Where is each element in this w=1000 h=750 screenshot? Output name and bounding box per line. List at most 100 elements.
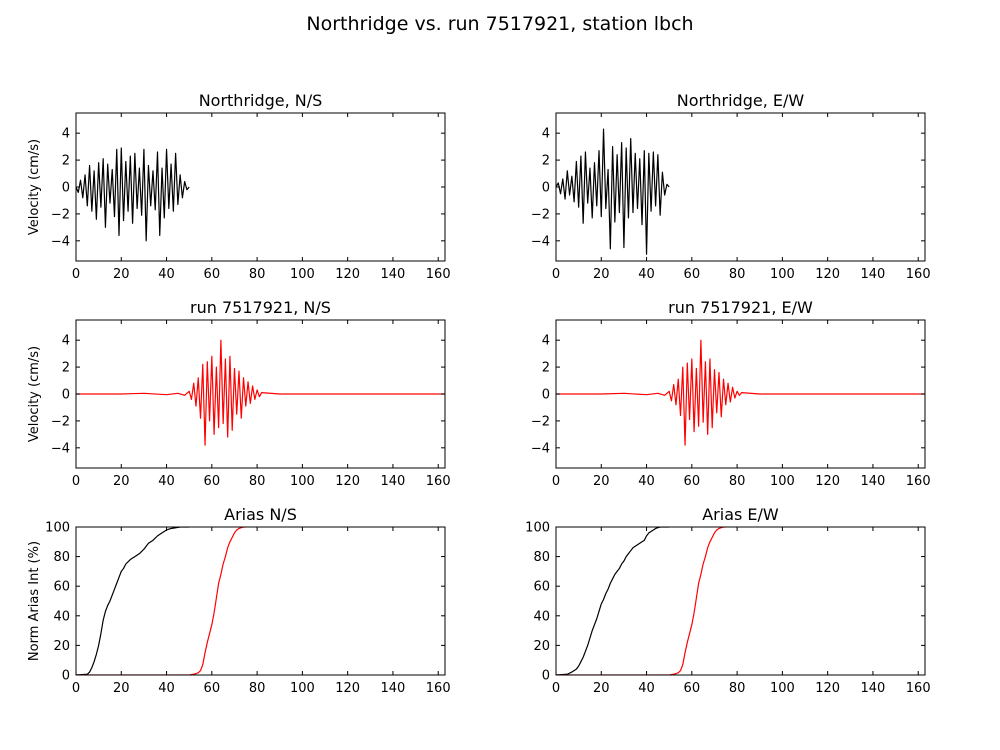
y-tick-label: −4 — [51, 441, 70, 456]
x-tick-label: 80 — [249, 474, 266, 489]
x-tick-label: 140 — [381, 474, 406, 489]
x-tick-label: 80 — [729, 474, 746, 489]
y-tick-label: −2 — [51, 414, 70, 429]
x-tick-label: 160 — [906, 681, 931, 696]
x-tick-label: 100 — [770, 267, 795, 282]
x-tick-label: 140 — [381, 267, 406, 282]
panel-title: run 7517921, N/S — [190, 298, 331, 317]
x-tick-label: 120 — [335, 681, 360, 696]
x-tick-label: 160 — [426, 267, 451, 282]
series-line-1 — [76, 339, 445, 446]
y-tick-label: 4 — [542, 127, 550, 142]
x-tick-label: 40 — [158, 681, 175, 696]
axes-frame — [75, 526, 446, 676]
x-tick-label: 80 — [249, 267, 266, 282]
x-tick-label: 100 — [290, 474, 315, 489]
y-tick-label: 4 — [62, 127, 70, 142]
x-tick-label: 100 — [770, 681, 795, 696]
x-tick-label: 60 — [684, 267, 701, 282]
y-tick-label: 60 — [53, 580, 70, 595]
series-line-1 — [76, 527, 190, 675]
y-tick-label: −2 — [51, 207, 70, 222]
series-line-1 — [556, 527, 670, 675]
y-tick-label: 2 — [542, 361, 550, 376]
x-tick-label: 0 — [72, 267, 80, 282]
y-tick-label: 0 — [62, 388, 70, 403]
y-tick-label: 40 — [533, 609, 550, 624]
panel-title: run 7517921, E/W — [668, 298, 813, 317]
panel-6: 0 20 40 60 80 100 120 140 160 0 20 40 60 80 100 Arias E… — [525, 505, 930, 696]
y-tick-label: −2 — [531, 207, 550, 222]
y-tick-label: −4 — [51, 234, 70, 249]
x-tick-label: 100 — [770, 474, 795, 489]
y-tick-label: 0 — [542, 181, 550, 196]
panel-4: 0 20 40 60 80 100 120 140 160 −4 −2 0 2 4 run 7517921,… — [531, 298, 931, 489]
x-tick-label: 60 — [684, 681, 701, 696]
axes-frame — [555, 526, 926, 676]
x-tick-label: 40 — [638, 474, 655, 489]
y-tick-label: 100 — [525, 521, 550, 536]
y-tick-label: 40 — [53, 609, 70, 624]
x-tick-label: 140 — [381, 681, 406, 696]
x-tick-label: 140 — [861, 681, 886, 696]
panel-1: 0 20 40 60 80 100 120 140 160 −4 −2 0 2 4 Northridge, … — [27, 91, 451, 282]
series-line-2 — [556, 527, 726, 675]
series-line-1 — [556, 339, 925, 446]
x-tick-label: 120 — [815, 474, 840, 489]
x-tick-label: 40 — [158, 474, 175, 489]
x-tick-label: 40 — [638, 681, 655, 696]
x-tick-label: 0 — [552, 474, 560, 489]
y-tick-label: 4 — [62, 334, 70, 349]
x-tick-label: 20 — [593, 267, 610, 282]
y-tick-label: 4 — [542, 334, 550, 349]
series-line-1 — [556, 128, 670, 255]
y-tick-label: 80 — [53, 550, 70, 565]
x-tick-label: 20 — [113, 681, 130, 696]
series-line-2 — [76, 527, 246, 675]
x-tick-label: 0 — [72, 681, 80, 696]
x-tick-label: 20 — [113, 474, 130, 489]
x-tick-label: 60 — [204, 267, 221, 282]
panel-title: Arias E/W — [702, 505, 779, 524]
x-tick-label: 100 — [290, 267, 315, 282]
y-tick-label: 0 — [62, 181, 70, 196]
x-tick-label: 140 — [861, 267, 886, 282]
y-tick-label: 20 — [53, 639, 70, 654]
y-tick-label: 80 — [533, 550, 550, 565]
y-tick-label: −4 — [531, 234, 550, 249]
x-tick-label: 20 — [593, 474, 610, 489]
x-tick-label: 140 — [861, 474, 886, 489]
x-tick-label: 160 — [906, 267, 931, 282]
x-tick-label: 60 — [204, 474, 221, 489]
x-tick-label: 0 — [552, 681, 560, 696]
x-tick-label: 80 — [729, 681, 746, 696]
x-tick-label: 120 — [335, 474, 360, 489]
panel-5: 0 20 40 60 80 100 120 140 160 0 20 40 60 80 100 Arias N… — [27, 505, 451, 696]
y-tick-label: −2 — [531, 414, 550, 429]
x-tick-label: 80 — [249, 681, 266, 696]
y-tick-label: 0 — [542, 669, 550, 684]
x-tick-label: 40 — [638, 267, 655, 282]
y-tick-label: 2 — [62, 154, 70, 169]
y-tick-label: 0 — [542, 388, 550, 403]
panel-title: Northridge, E/W — [677, 91, 805, 110]
panel-title: Arias N/S — [224, 505, 297, 524]
x-tick-label: 0 — [552, 267, 560, 282]
panel-title: Northridge, N/S — [199, 91, 323, 110]
y-tick-label: 60 — [533, 580, 550, 595]
x-tick-label: 80 — [729, 267, 746, 282]
x-tick-label: 160 — [906, 474, 931, 489]
panels: 0 20 40 60 80 100 120 140 160−4−2024Northridge, … — [27, 91, 931, 696]
y-axis-label: Norm Arias Int (%) — [27, 541, 42, 661]
y-tick-label: 2 — [542, 154, 550, 169]
y-tick-label: 0 — [62, 669, 70, 684]
y-tick-label: 20 — [533, 639, 550, 654]
x-tick-label: 20 — [593, 681, 610, 696]
x-tick-label: 120 — [335, 267, 360, 282]
x-tick-label: 40 — [158, 267, 175, 282]
x-tick-label: 20 — [113, 267, 130, 282]
y-tick-label: 2 — [62, 361, 70, 376]
x-tick-label: 120 — [815, 267, 840, 282]
y-axis-label: Velocity (cm/s) — [27, 346, 42, 442]
